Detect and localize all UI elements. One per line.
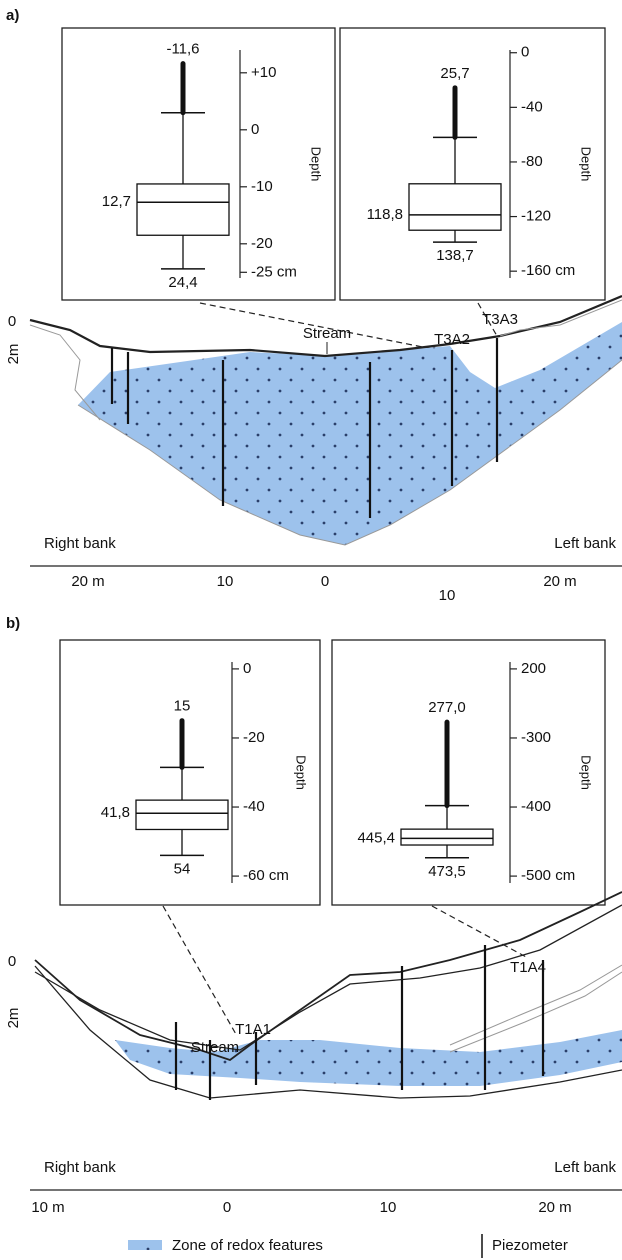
- distance-label: 10 m: [31, 1199, 64, 1216]
- stream-label: Stream: [191, 1039, 239, 1056]
- redox-zone: [115, 1030, 622, 1086]
- depth-label: 0: [8, 953, 16, 970]
- y-tick-label: -20: [251, 235, 273, 252]
- ground-surface: [34, 891, 622, 1062]
- y-tick-label: -80: [521, 153, 543, 170]
- y-tick-label: -400: [521, 798, 551, 815]
- y-tick-label: +10: [251, 64, 276, 81]
- bank-label: Left bank: [554, 1159, 616, 1176]
- stream-label: Stream: [303, 325, 351, 342]
- distance-label: 0: [321, 573, 329, 590]
- y-tick-label: 0: [521, 44, 529, 61]
- redox-zone: [78, 322, 622, 545]
- bank-label: Left bank: [554, 535, 616, 552]
- layer-line: [499, 299, 622, 337]
- value-label: 12,7: [102, 193, 131, 210]
- y-axis-label: Depth: [294, 755, 309, 790]
- box-frame: [59, 639, 321, 906]
- y-axis-label: Depth: [579, 147, 594, 182]
- y-tick-label: 0: [251, 121, 259, 138]
- distance-label: 10: [217, 573, 234, 590]
- layer-line: [77, 359, 622, 546]
- depth-label: 2m: [5, 344, 22, 365]
- cross-section: [29, 294, 622, 546]
- y-tick-label: -40: [243, 798, 265, 815]
- piezometer-label: T3A2: [434, 331, 470, 348]
- box-frame: [331, 639, 606, 906]
- y-tick-label: -120: [521, 208, 551, 225]
- value-label: 24,4: [168, 274, 197, 291]
- value-label: 277,0: [428, 699, 466, 716]
- y-tick-label: -300: [521, 729, 551, 746]
- value-label: 41,8: [101, 804, 130, 821]
- value-label: 54: [174, 860, 191, 877]
- y-tick-label: 200: [521, 660, 546, 677]
- piezometer-label: T3A3: [482, 311, 518, 328]
- distance-label: 20 m: [71, 573, 104, 590]
- y-tick-label: -20: [243, 729, 265, 746]
- distance-label: 0: [223, 1199, 231, 1216]
- box-frame: [339, 27, 606, 301]
- bank-label: Right bank: [44, 535, 116, 552]
- piezometer-label: T1A4: [510, 959, 546, 976]
- y-tick-label: -25 cm: [251, 263, 297, 280]
- box: [136, 183, 230, 236]
- layer-line: [34, 904, 622, 1051]
- depth-label: 0: [8, 313, 16, 330]
- distance-label: 10: [439, 587, 456, 604]
- value-label: 118,8: [367, 206, 403, 223]
- leader-line: [162, 905, 238, 1037]
- box: [408, 183, 502, 231]
- value-label: 138,7: [436, 247, 474, 264]
- y-tick-label: -500 cm: [521, 867, 575, 884]
- value-label: 445,4: [357, 829, 395, 846]
- y-tick-label: 0: [243, 660, 251, 677]
- ground-surface: [29, 294, 622, 358]
- legend-label: Zone of redox features: [172, 1237, 323, 1254]
- value-label: 25,7: [440, 65, 469, 82]
- y-tick-label: -10: [251, 178, 273, 195]
- leader-line: [477, 302, 498, 337]
- distance-label: 20 m: [543, 573, 576, 590]
- box: [135, 799, 229, 831]
- panel-label: b): [6, 615, 20, 632]
- y-tick-label: -40: [521, 98, 543, 115]
- layer-line: [29, 324, 101, 421]
- leader-line: [199, 302, 449, 353]
- distance-label: 10: [380, 1199, 397, 1216]
- legend-swatch: [128, 1240, 162, 1250]
- y-axis-label: Depth: [309, 147, 324, 182]
- bank-label: Right bank: [44, 1159, 116, 1176]
- value-label: -11,6: [166, 41, 199, 58]
- y-tick-label: -60 cm: [243, 867, 289, 884]
- value-label: 15: [174, 698, 191, 715]
- leader-line: [431, 905, 529, 959]
- piezometer-label: T1A1: [235, 1021, 271, 1038]
- box: [400, 828, 494, 846]
- depth-label: 2m: [5, 1008, 22, 1029]
- panel-label: a): [6, 7, 19, 24]
- y-tick-label: -160 cm: [521, 262, 575, 279]
- distance-label: 20 m: [538, 1199, 571, 1216]
- box-frame: [61, 27, 336, 301]
- cross-section: [34, 891, 622, 1100]
- value-label: 473,5: [428, 863, 466, 880]
- y-axis-label: Depth: [579, 755, 594, 790]
- legend-label: Piezometer: [492, 1237, 568, 1254]
- layer-line: [34, 965, 622, 1099]
